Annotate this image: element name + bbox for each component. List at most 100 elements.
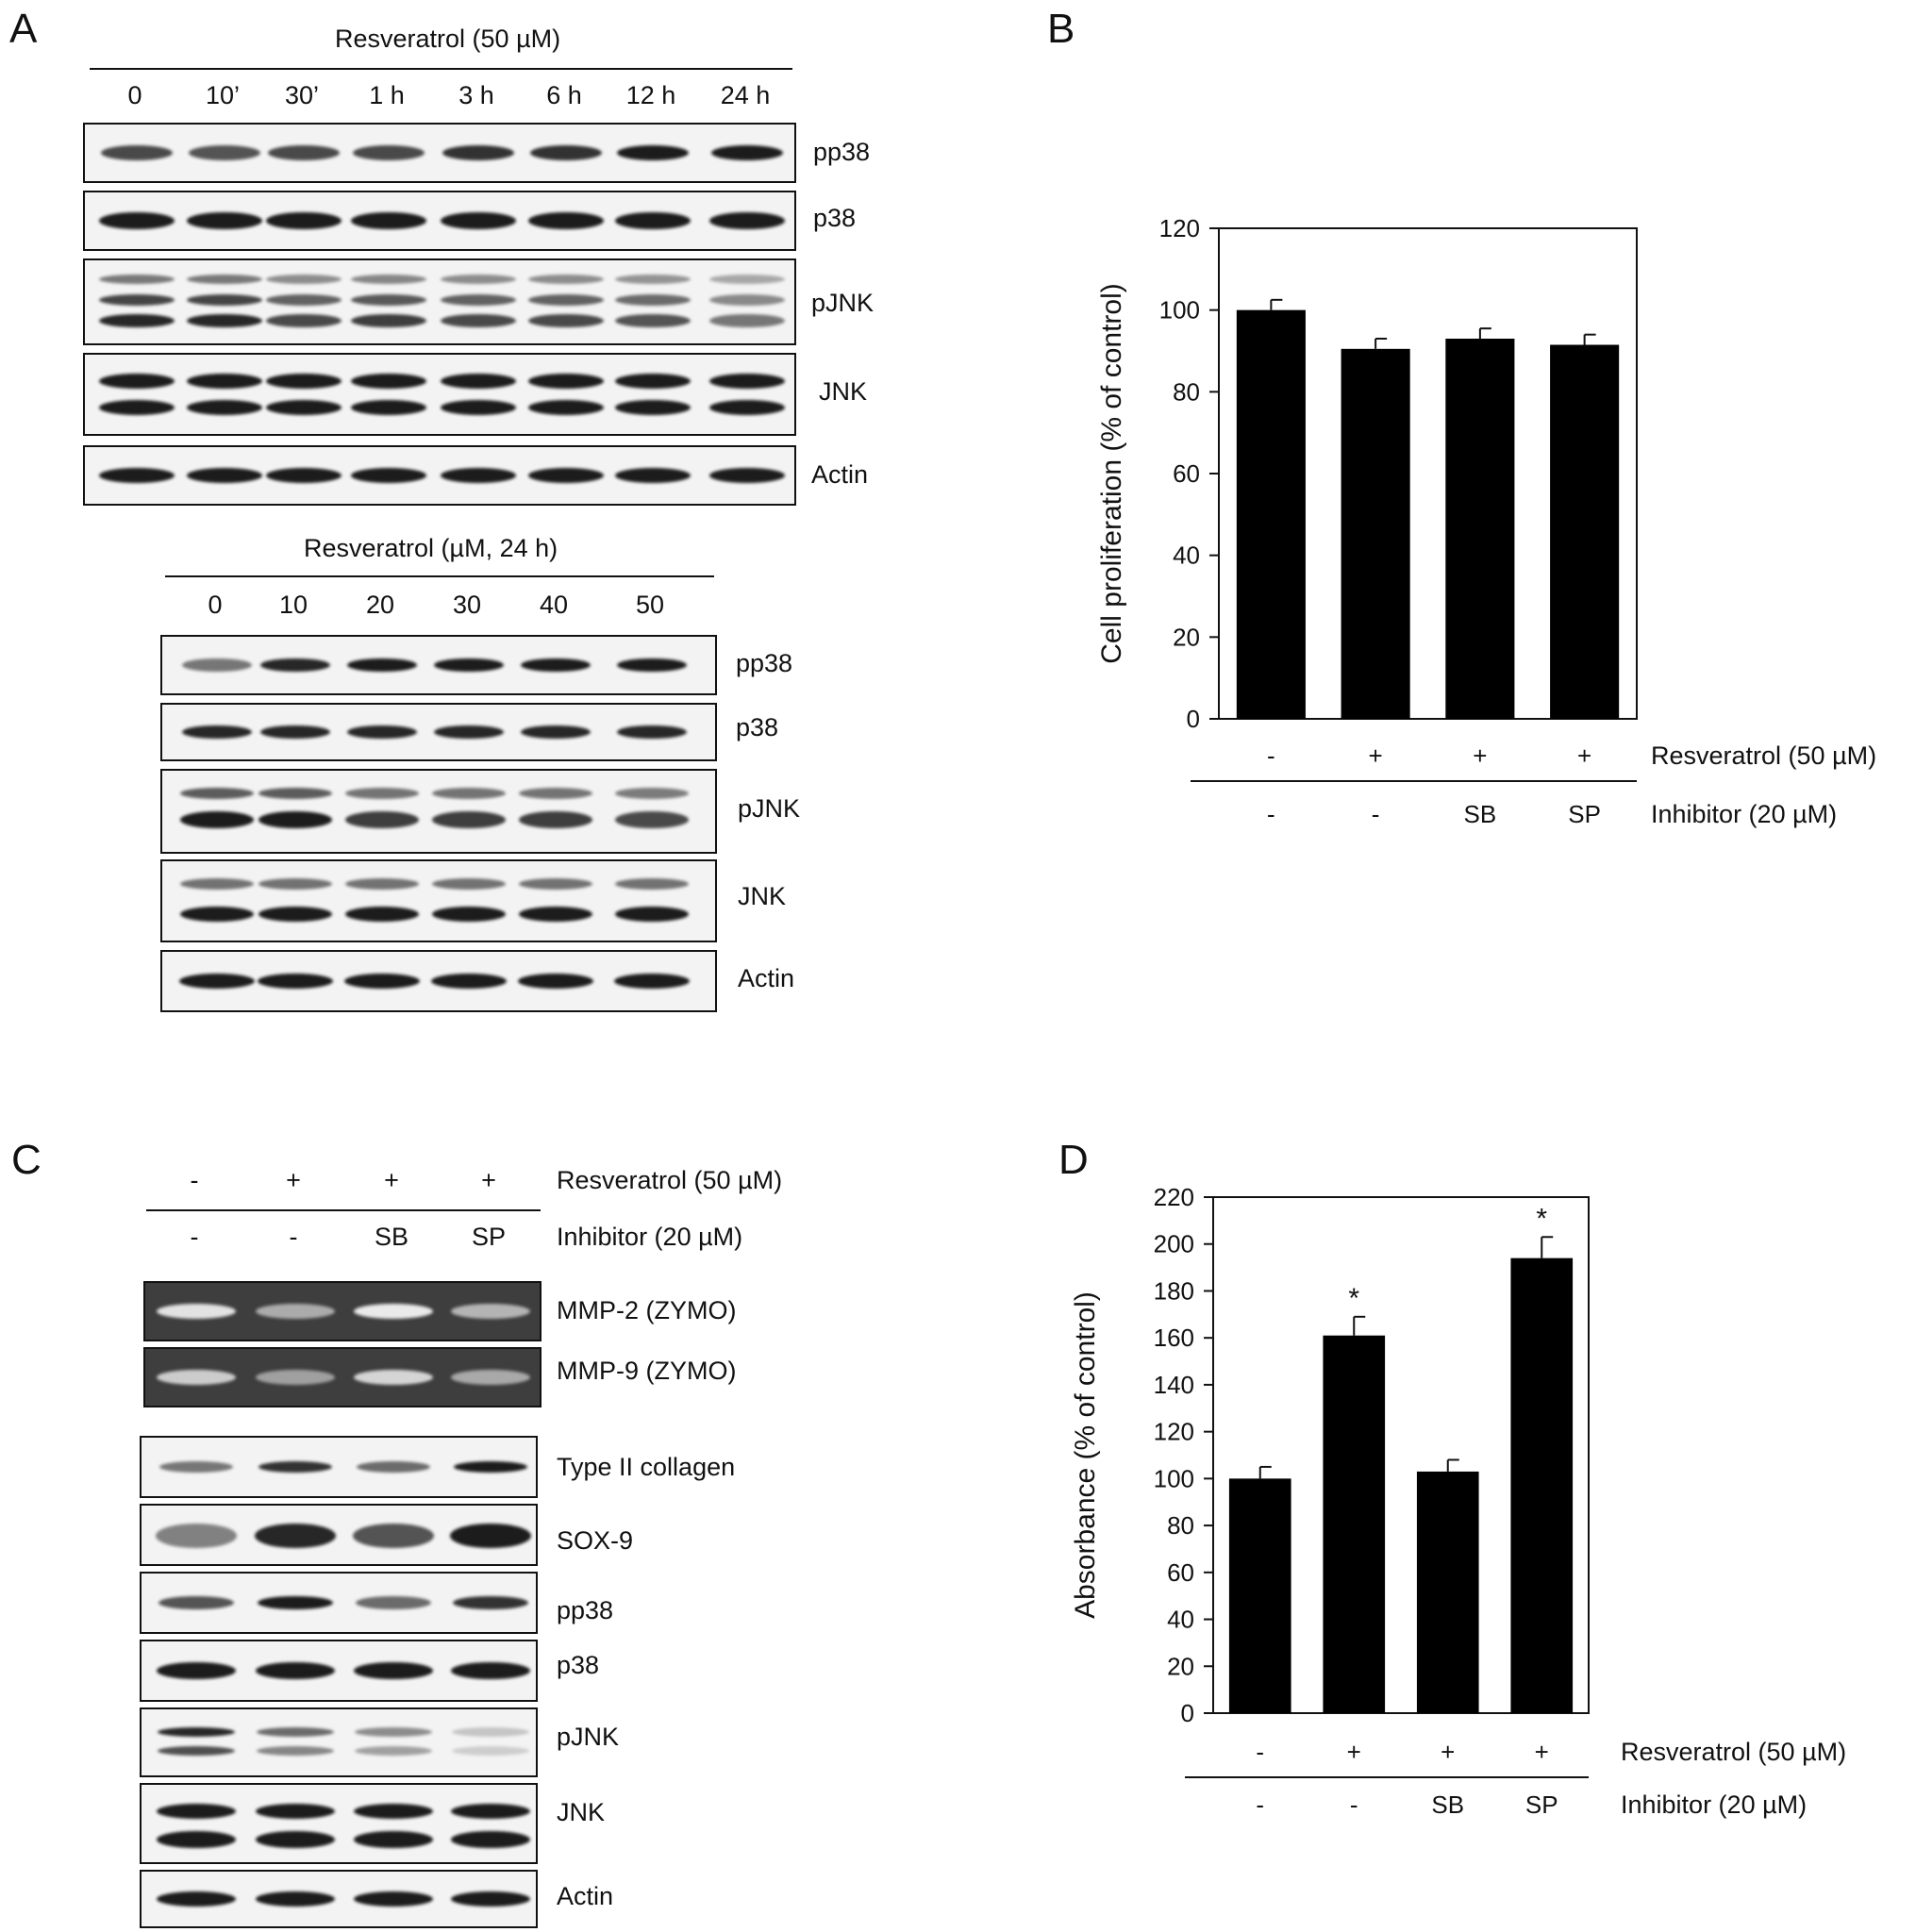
y-tick-label: 120	[1159, 214, 1200, 242]
lane-label: 24 h	[720, 81, 771, 109]
blot-label: p38	[736, 713, 779, 741]
blot-band	[354, 1804, 433, 1819]
blot-band	[709, 294, 785, 306]
inhibitor-value: SB	[1431, 1790, 1464, 1819]
blot-band	[260, 658, 330, 672]
y-tick-label: 0	[1187, 705, 1200, 733]
western-blot-pp38	[160, 635, 717, 695]
blot-band	[441, 374, 516, 389]
blot-label: JNK	[819, 377, 868, 406]
inhibitor-value: SB	[1464, 800, 1497, 828]
blot-band	[519, 788, 592, 799]
blot-band	[256, 1304, 335, 1319]
treatment-sign: +	[384, 1166, 399, 1194]
bar	[1236, 309, 1306, 719]
blot-band	[351, 314, 426, 327]
y-tick-label: 200	[1154, 1230, 1194, 1258]
inhibitor-value: SP	[1525, 1790, 1558, 1819]
blot-band	[351, 468, 426, 483]
blot-band	[353, 1524, 434, 1548]
blot-band	[432, 878, 506, 890]
western-blot-type-ii-collagen	[140, 1436, 538, 1498]
blot-band	[614, 974, 690, 989]
blot-band	[441, 314, 516, 327]
blot-band	[355, 1727, 432, 1737]
blot-label: JNK	[738, 882, 787, 910]
blot-band	[617, 145, 689, 160]
bar	[1510, 1257, 1574, 1713]
blot-band	[266, 314, 342, 327]
blot-label: p38	[557, 1651, 600, 1679]
panel-label-c: C	[11, 1137, 42, 1183]
plot-frame	[1212, 1196, 1590, 1714]
blot-band	[180, 811, 254, 828]
blot-band	[258, 811, 332, 828]
blot-band	[452, 1727, 529, 1737]
lane-label: 12 h	[625, 81, 676, 109]
panel-label-a: A	[9, 6, 38, 52]
y-axis-label: Cell proliferation (% of control)	[1096, 283, 1127, 664]
lane-label: 3 h	[458, 81, 494, 109]
blot-band	[617, 725, 687, 739]
blot-band	[528, 374, 604, 389]
bar	[1341, 348, 1410, 719]
blot-band	[180, 907, 254, 922]
panel-a-bottom-rule	[165, 575, 714, 577]
blot-band	[351, 275, 426, 284]
zymography-gel-mmp9	[143, 1347, 541, 1407]
blot-label: pJNK	[557, 1723, 620, 1751]
blot-band	[266, 294, 342, 306]
blot-band	[187, 468, 262, 483]
y-tick-label: 40	[1173, 541, 1200, 570]
blot-band	[158, 1727, 235, 1737]
blot-band	[615, 314, 691, 327]
blot-band	[187, 400, 262, 415]
gel-label: MMP-2 (ZYMO)	[557, 1296, 737, 1324]
blot-band	[431, 974, 507, 989]
blot-band	[345, 907, 419, 922]
blot-band	[255, 1524, 336, 1548]
blot-band	[528, 212, 604, 229]
bar	[1323, 1335, 1386, 1713]
blot-band	[452, 1746, 529, 1756]
panel-label-b: B	[1047, 6, 1075, 52]
treatment-sign: -	[1256, 1738, 1264, 1766]
blot-band	[442, 145, 514, 160]
blot-band	[451, 1804, 530, 1819]
western-blot-pp38	[140, 1572, 538, 1634]
inhibitor-value: -	[190, 1223, 199, 1251]
blot-band	[354, 1891, 433, 1907]
blot-band	[615, 374, 691, 389]
panel-c-rule	[146, 1209, 541, 1211]
blot-band	[432, 907, 506, 922]
bar	[1445, 339, 1515, 719]
treatment-sign: +	[481, 1166, 496, 1194]
zymography-gel-mmp2	[143, 1281, 541, 1341]
blot-band	[615, 294, 691, 306]
blot-band	[432, 788, 506, 799]
y-tick-label: 160	[1154, 1324, 1194, 1352]
blot-band	[256, 1804, 335, 1819]
y-tick-label: 60	[1173, 459, 1200, 488]
blot-band	[266, 275, 342, 284]
blot-band	[357, 1461, 430, 1473]
blot-band	[256, 1662, 335, 1679]
western-blot-jnk	[140, 1783, 538, 1864]
lane-label: 6 h	[546, 81, 582, 109]
treatment-sign: +	[286, 1166, 301, 1194]
blot-band	[258, 974, 333, 989]
blot-band	[351, 294, 426, 306]
inhibitor-value: -	[1267, 800, 1275, 828]
lane-label: 0	[127, 81, 142, 109]
blot-band	[157, 1370, 236, 1385]
blot-band	[709, 468, 785, 483]
y-tick-label: 100	[1154, 1464, 1194, 1492]
blot-band	[99, 374, 175, 389]
lane-label: 30	[452, 591, 482, 619]
treatment-sign: +	[1441, 1738, 1455, 1766]
blot-band	[615, 212, 691, 229]
blot-band	[99, 294, 175, 306]
lane-label: 10	[278, 591, 308, 619]
blot-band	[451, 1891, 530, 1907]
lane-label: 10’	[205, 81, 241, 109]
